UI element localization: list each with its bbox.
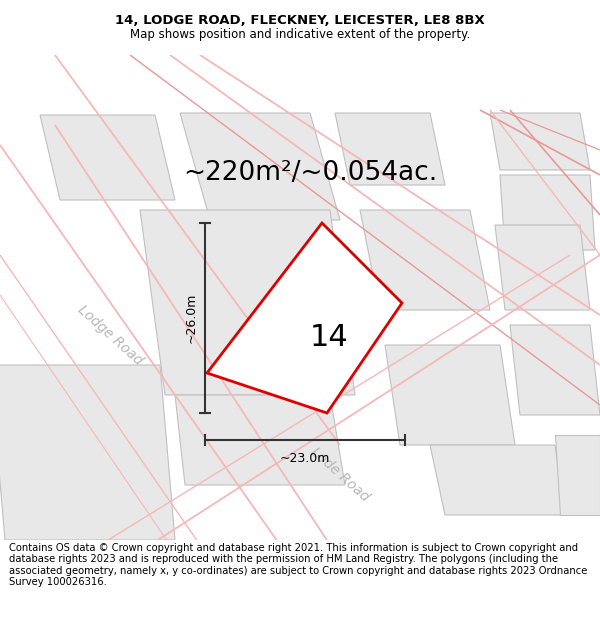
- Polygon shape: [510, 325, 600, 415]
- Text: ~220m²/~0.054ac.: ~220m²/~0.054ac.: [183, 160, 437, 186]
- Polygon shape: [490, 113, 590, 170]
- Polygon shape: [430, 445, 565, 515]
- Polygon shape: [175, 395, 345, 485]
- Text: Lodge Road: Lodge Road: [75, 302, 145, 368]
- Text: Map shows position and indicative extent of the property.: Map shows position and indicative extent…: [130, 28, 470, 41]
- Polygon shape: [0, 365, 175, 540]
- Text: ~26.0m: ~26.0m: [185, 292, 197, 343]
- Polygon shape: [500, 175, 595, 250]
- Polygon shape: [335, 113, 445, 185]
- Polygon shape: [207, 223, 402, 413]
- Text: Contains OS data © Crown copyright and database right 2021. This information is : Contains OS data © Crown copyright and d…: [9, 542, 587, 588]
- Polygon shape: [495, 225, 590, 310]
- Text: Lode Road: Lode Road: [308, 445, 372, 505]
- Text: 14: 14: [310, 324, 349, 352]
- Text: 14, LODGE ROAD, FLECKNEY, LEICESTER, LE8 8BX: 14, LODGE ROAD, FLECKNEY, LEICESTER, LE8…: [115, 14, 485, 27]
- Polygon shape: [555, 435, 600, 515]
- Text: ~23.0m: ~23.0m: [280, 451, 330, 464]
- Polygon shape: [180, 113, 340, 220]
- Polygon shape: [40, 115, 175, 200]
- Polygon shape: [140, 210, 355, 395]
- Polygon shape: [385, 345, 515, 445]
- Polygon shape: [360, 210, 490, 310]
